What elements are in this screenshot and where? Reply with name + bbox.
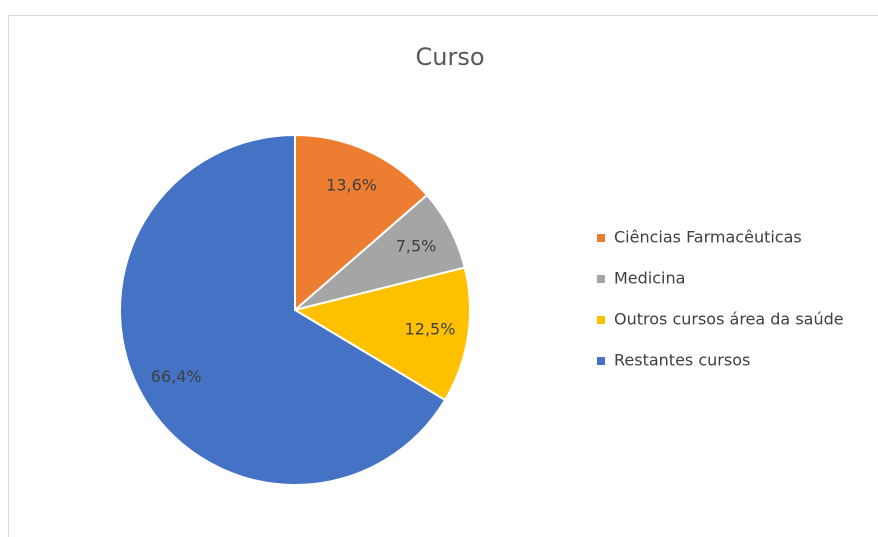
data-label: 13,6% bbox=[326, 175, 377, 194]
data-label: 66,4% bbox=[151, 367, 202, 386]
pie-slice bbox=[119, 133, 447, 486]
legend-label: Restantes cursos bbox=[614, 351, 750, 370]
legend-label: Medicina bbox=[614, 269, 685, 288]
legend-swatch bbox=[597, 316, 605, 324]
pie-slice bbox=[294, 133, 429, 313]
pie-slice bbox=[292, 266, 471, 402]
legend-swatch bbox=[597, 275, 605, 283]
legend-swatch bbox=[597, 357, 605, 365]
chart-border bbox=[8, 15, 878, 537]
legend-swatch bbox=[597, 234, 605, 242]
chart-title: Curso bbox=[415, 43, 484, 71]
data-label: 12,5% bbox=[405, 320, 456, 339]
data-label: 7,5% bbox=[396, 236, 437, 255]
legend-label: Outros cursos área da saúde bbox=[614, 310, 844, 329]
legend-label: Ciências Farmacêuticas bbox=[614, 228, 802, 247]
